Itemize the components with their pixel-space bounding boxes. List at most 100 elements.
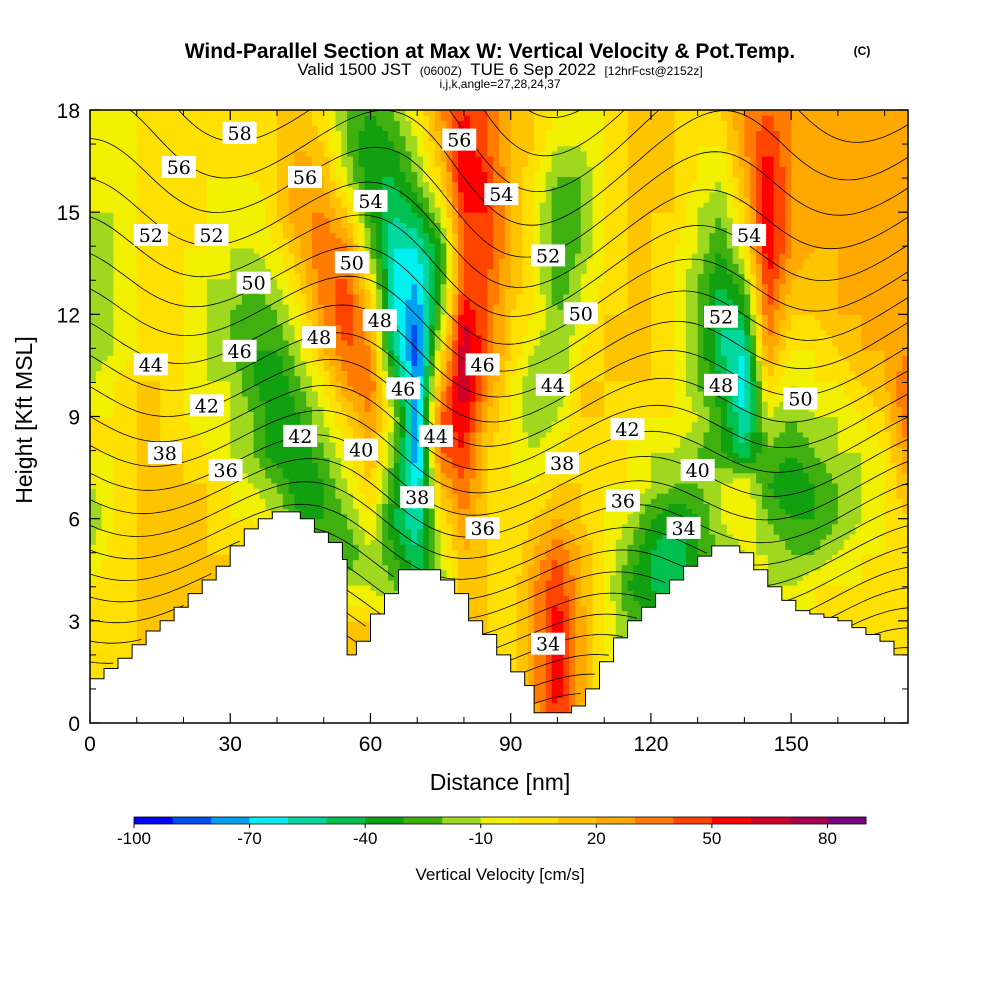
w-cell <box>271 370 278 377</box>
w-cell <box>300 385 307 392</box>
w-cell <box>300 319 307 326</box>
w-cell <box>130 181 138 188</box>
w-cell <box>154 426 161 433</box>
w-cell <box>329 467 336 474</box>
w-cell <box>119 472 126 479</box>
w-cell <box>312 523 319 530</box>
w-cell <box>90 488 97 494</box>
w-cell <box>201 329 208 336</box>
w-cell <box>183 186 190 193</box>
w-cell <box>177 120 185 126</box>
w-cell <box>136 513 144 520</box>
w-cell <box>148 155 155 162</box>
w-cell <box>288 314 296 321</box>
w-cell <box>113 110 120 116</box>
w-cell <box>230 533 237 540</box>
w-cell <box>148 528 155 535</box>
w-cell <box>171 554 179 561</box>
w-cell <box>247 452 255 458</box>
w-cell <box>282 155 290 162</box>
w-cell <box>125 176 132 183</box>
w-cell <box>90 666 97 673</box>
w-cell <box>218 559 225 566</box>
w-cell <box>306 513 313 520</box>
w-cell <box>95 472 103 479</box>
w-cell <box>142 498 150 504</box>
w-cell <box>218 247 225 254</box>
w-cell <box>107 232 114 239</box>
w-cell <box>201 482 208 489</box>
w-cell <box>160 334 167 341</box>
w-cell <box>317 375 325 382</box>
w-cell <box>183 273 190 280</box>
w-cell <box>107 237 114 244</box>
w-cell <box>130 130 138 137</box>
w-cell <box>101 416 109 423</box>
w-cell <box>119 253 126 259</box>
w-cell <box>306 365 313 372</box>
w-cell <box>136 554 144 561</box>
w-cell <box>154 135 161 142</box>
w-cell <box>119 120 126 126</box>
w-cell <box>201 467 208 474</box>
w-cell <box>306 232 313 239</box>
w-cell <box>160 299 167 305</box>
w-cell <box>148 350 155 356</box>
w-cell <box>288 344 296 351</box>
w-cell <box>130 590 138 596</box>
w-cell <box>306 258 313 264</box>
w-cell <box>136 396 144 402</box>
w-cell <box>119 191 126 198</box>
w-cell <box>130 273 138 280</box>
w-cell <box>125 304 132 310</box>
w-cell <box>312 299 319 305</box>
w-cell <box>259 258 266 264</box>
w-cell <box>90 273 97 280</box>
w-cell <box>317 467 325 474</box>
w-cell <box>125 314 132 321</box>
w-cell <box>130 375 138 382</box>
w-cell <box>101 125 109 132</box>
w-cell <box>259 145 266 152</box>
w-cell <box>90 472 97 479</box>
w-cell <box>206 421 214 428</box>
w-cell <box>218 549 225 556</box>
w-cell <box>282 145 290 152</box>
w-cell <box>206 447 214 453</box>
w-cell <box>259 513 266 520</box>
w-cell <box>306 447 313 453</box>
w-cell <box>329 396 336 402</box>
w-cell <box>294 452 301 458</box>
w-cell <box>300 314 307 321</box>
w-cell <box>113 462 120 469</box>
w-cell <box>195 181 202 188</box>
w-cell <box>107 467 114 474</box>
w-cell <box>241 406 249 412</box>
w-cell <box>142 110 150 116</box>
w-cell <box>107 447 114 453</box>
w-cell <box>288 467 296 474</box>
w-cell <box>201 360 208 367</box>
w-cell <box>317 416 325 423</box>
w-cell <box>148 329 155 336</box>
w-cell <box>218 498 225 504</box>
w-cell <box>148 544 155 550</box>
w-cell <box>317 135 325 142</box>
w-cell <box>125 426 132 433</box>
w-cell <box>253 115 261 121</box>
w-cell <box>201 334 208 341</box>
w-cell <box>323 237 331 244</box>
w-cell <box>130 390 138 397</box>
w-cell <box>230 247 237 254</box>
w-cell <box>230 523 237 530</box>
w-cell <box>119 161 126 167</box>
w-cell <box>206 258 214 264</box>
w-cell <box>224 401 231 407</box>
w-cell <box>177 314 185 321</box>
w-cell <box>113 452 120 458</box>
w-cell <box>183 242 190 249</box>
w-cell <box>113 431 120 438</box>
w-cell <box>160 385 167 392</box>
w-cell <box>95 533 103 540</box>
w-cell <box>136 600 144 607</box>
